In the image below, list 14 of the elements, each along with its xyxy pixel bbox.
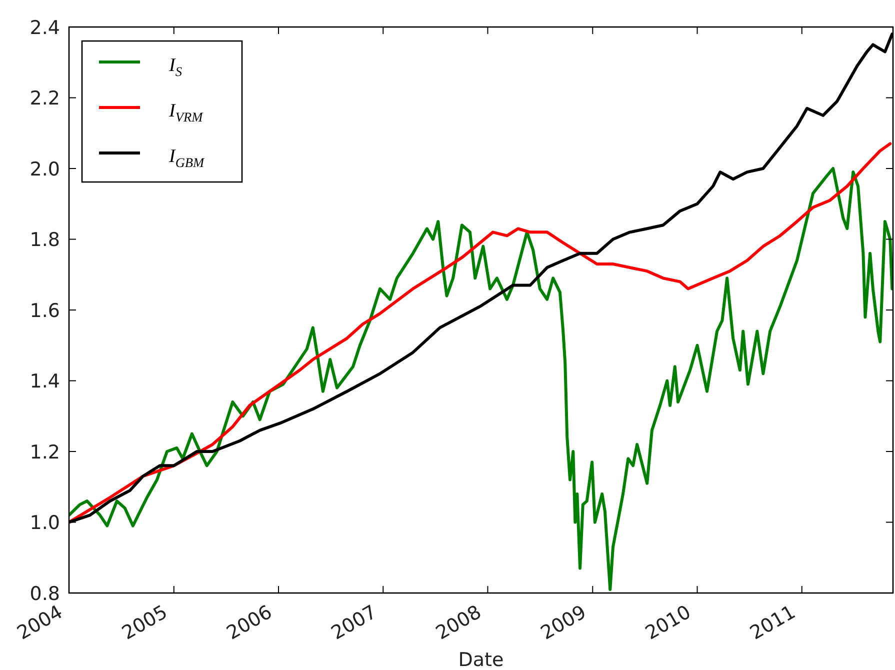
legend-label: I$_{S}$ xyxy=(168,55,182,79)
line-series xyxy=(69,167,893,591)
y-tick-label: 2.2 xyxy=(30,88,60,110)
legend-label: I$_{GBM}$ xyxy=(168,146,206,170)
y-tick-label: 1.6 xyxy=(30,300,60,322)
x-axis-title: Date xyxy=(458,649,504,670)
y-tick-label: 1.0 xyxy=(30,512,60,534)
y-tick-label: 1.8 xyxy=(30,229,60,252)
y-tick-label: 1.4 xyxy=(30,370,60,393)
legend-label: I$_{VRM}$ xyxy=(168,100,204,124)
y-tick-label: 0.8 xyxy=(30,582,60,605)
y-tick-label: 2.0 xyxy=(30,158,60,180)
y-tick-label: 1.2 xyxy=(30,441,60,464)
y-tick-label: 2.4 xyxy=(30,16,60,39)
